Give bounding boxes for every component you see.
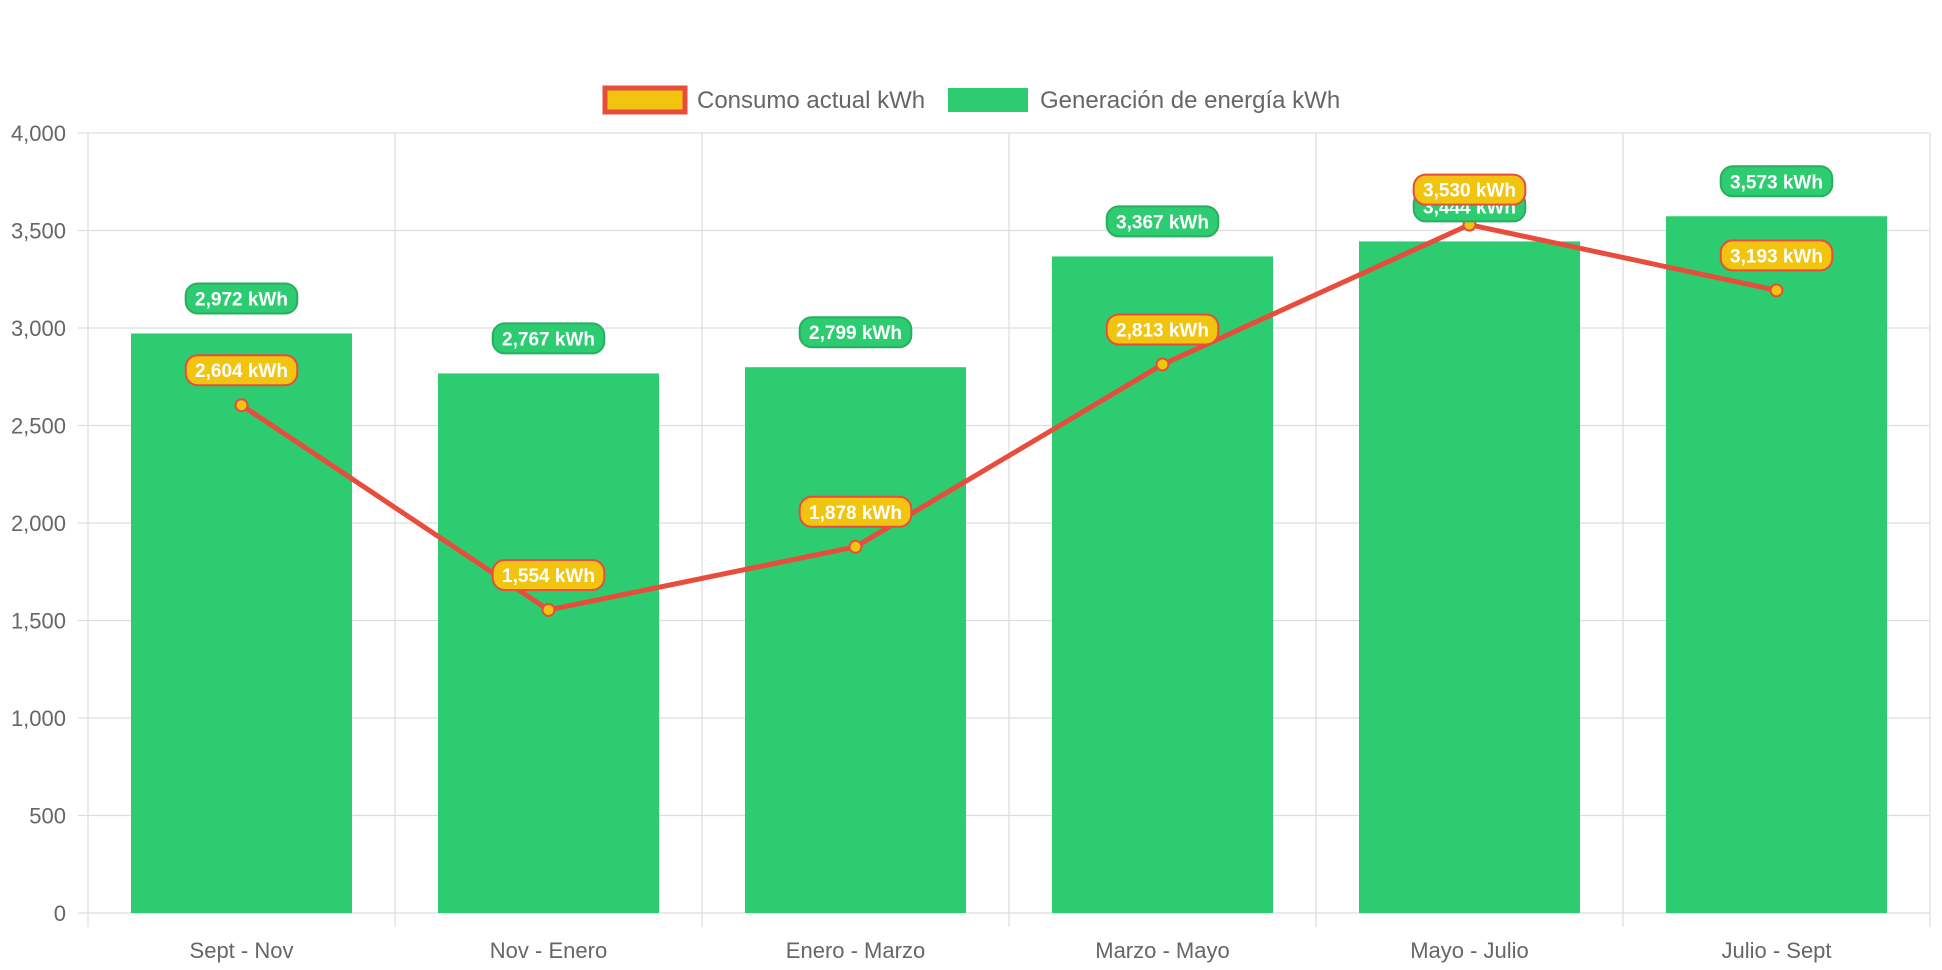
x-axis: Sept - Nov Nov - Enero Enero - Marzo Marzo … xyxy=(190,938,1832,963)
bar-value-label-bg xyxy=(1719,165,1834,198)
line-value-label-bg xyxy=(798,495,913,528)
legend[interactable]: Consumo actual kWh Generación de energía … xyxy=(602,85,1340,115)
consumption-point[interactable] xyxy=(1769,283,1784,298)
line-value-label-text: 3,530 kWh xyxy=(1423,181,1516,202)
line-value-label: 3,193 kWh xyxy=(1719,239,1834,272)
consumption-point[interactable] xyxy=(541,602,556,617)
x-tick-label: Marzo - Mayo xyxy=(1095,938,1229,963)
generation-bar[interactable] xyxy=(1665,216,1888,913)
bar-value-label-bg xyxy=(798,316,913,349)
line-value-label-bg xyxy=(491,558,606,591)
bar-value-label: 2,972 kWh xyxy=(184,282,299,315)
y-tick-label: 0 xyxy=(54,901,66,926)
line-value-label-bg xyxy=(184,354,299,387)
line-value-label-bg xyxy=(1719,239,1834,272)
line-value-label: 3,530 kWh xyxy=(1412,173,1527,206)
line-value-label: 2,813 kWh xyxy=(1105,313,1220,346)
y-tick-label: 2,500 xyxy=(11,414,66,439)
line-value-label-text: 2,813 kWh xyxy=(1116,320,1209,341)
y-tick-label: 3,500 xyxy=(11,219,66,244)
generation-bar[interactable] xyxy=(437,373,660,913)
y-tick-label: 4,000 xyxy=(11,121,66,146)
y-tick-label: 3,000 xyxy=(11,316,66,341)
y-tick-label: 1,000 xyxy=(11,706,66,731)
line-value-label: 1,878 kWh xyxy=(798,495,913,528)
x-tick-label: Julio - Sept xyxy=(1721,938,1831,963)
legend-label-consumo: Consumo actual kWh xyxy=(697,87,925,114)
bar-value-label-bg xyxy=(1105,205,1220,238)
bar-value-label-text: 3,573 kWh xyxy=(1730,172,1823,193)
x-tick-label: Sept - Nov xyxy=(190,938,294,963)
line-value-label: 1,554 kWh xyxy=(491,558,606,591)
generation-bar[interactable] xyxy=(1051,256,1274,913)
generation-bar[interactable] xyxy=(130,333,353,914)
bar-value-label-bg xyxy=(184,282,299,315)
legend-swatch-consumo xyxy=(602,85,688,115)
legend-label-generacion: Generación de energía kWh xyxy=(1040,87,1340,114)
legend-item-generacion[interactable]: Generación de energía kWh xyxy=(948,87,1340,114)
bar-value-label-text: 3,367 kWh xyxy=(1116,212,1209,233)
line-value-label: 2,604 kWh xyxy=(184,354,299,387)
legend-swatch-generacion xyxy=(948,88,1028,112)
y-tick-label: 2,000 xyxy=(11,511,66,536)
consumption-point[interactable] xyxy=(848,539,863,554)
line-value-label-bg xyxy=(1412,173,1527,206)
generation-bar[interactable] xyxy=(1358,241,1581,914)
bar-value-label-text: 2,972 kWh xyxy=(195,289,288,310)
bar-value-label-text: 2,799 kWh xyxy=(809,323,902,344)
generation-bar[interactable] xyxy=(744,367,967,913)
bar-value-label-text: 2,767 kWh xyxy=(502,329,595,350)
y-tick-label: 1,500 xyxy=(11,609,66,634)
y-tick-label: 500 xyxy=(29,804,66,829)
y-axis: 0 500 1,000 1,500 2,000 2,500 3,000 3,500 4,000 xyxy=(11,121,66,926)
bar-value-label: 2,799 kWh xyxy=(798,316,913,349)
grid-lines xyxy=(78,132,1931,927)
bar-value-label: 3,367 kWh xyxy=(1105,205,1220,238)
line-value-label-text: 1,878 kWh xyxy=(809,503,902,524)
consumption-point[interactable] xyxy=(234,398,249,413)
x-tick-label: Nov - Enero xyxy=(490,938,607,963)
bar-value-label-bg xyxy=(491,322,606,355)
line-value-label-bg xyxy=(1105,313,1220,346)
x-tick-label: Enero - Marzo xyxy=(786,938,925,963)
x-tick-label: Mayo - Julio xyxy=(1410,938,1529,963)
bar-value-label: 3,573 kWh xyxy=(1719,165,1834,198)
line-value-label-text: 2,604 kWh xyxy=(195,361,288,382)
line-value-label-text: 3,193 kWh xyxy=(1730,246,1823,267)
bar-value-label: 2,767 kWh xyxy=(491,322,606,355)
line-value-label-text: 1,554 kWh xyxy=(502,566,595,587)
legend-item-consumo[interactable]: Consumo actual kWh xyxy=(602,85,925,115)
consumption-point[interactable] xyxy=(1155,357,1170,372)
